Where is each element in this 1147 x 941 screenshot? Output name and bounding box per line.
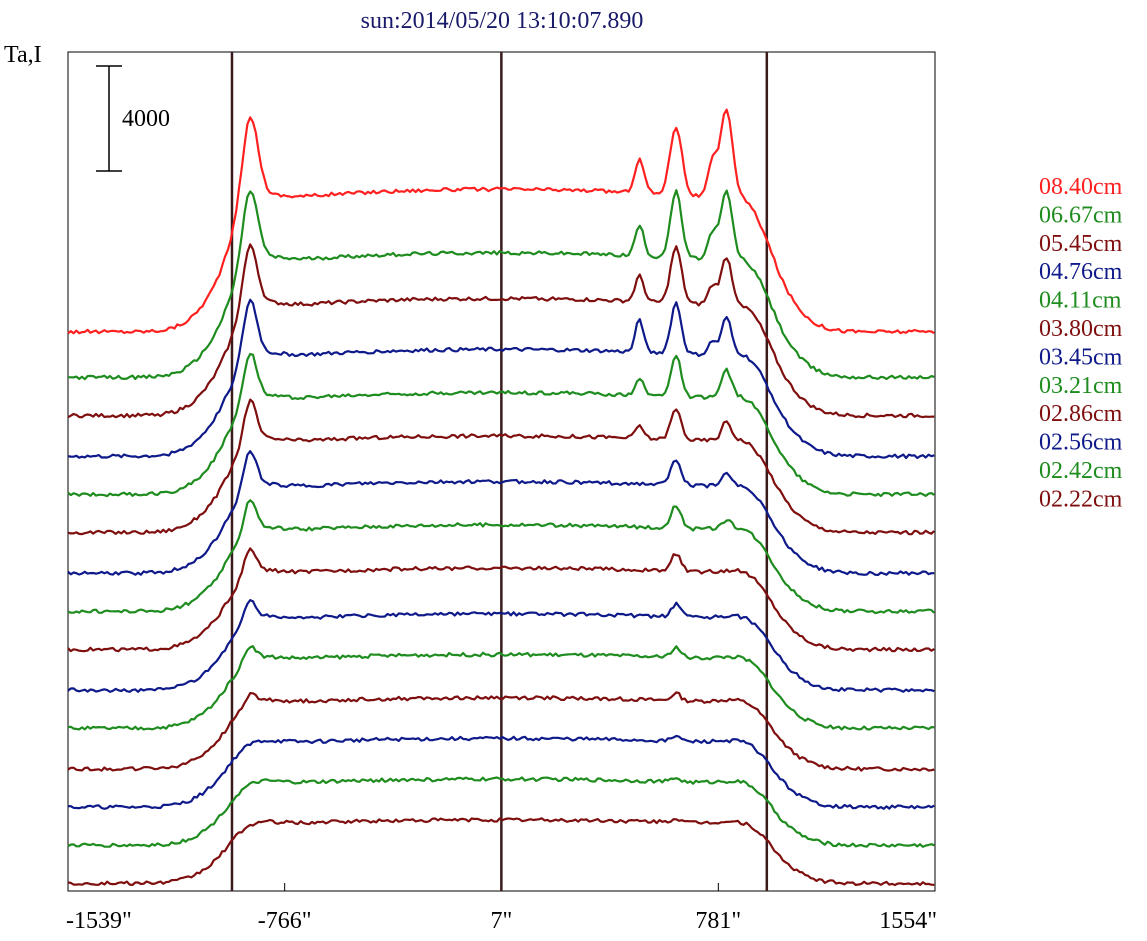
vertical-reference-lines — [230, 52, 769, 891]
series-line — [67, 734, 935, 810]
series-line — [67, 691, 935, 772]
series-line — [67, 499, 935, 615]
legend-entry: 02.86cm — [1039, 401, 1123, 427]
series-line — [67, 398, 935, 536]
legend-entry: 04.11cm — [1039, 288, 1122, 314]
scale-bar-label: 4000 — [122, 106, 170, 132]
legend-entry: 05.45cm — [1039, 231, 1123, 257]
x-tick-label: -1539" — [66, 908, 132, 934]
legend-entry: 03.21cm — [1039, 373, 1123, 399]
legend-entry: 02.22cm — [1039, 486, 1123, 512]
x-tick-label: -766" — [258, 908, 312, 934]
series-line — [67, 776, 935, 848]
x-tick-label: 7" — [490, 908, 512, 934]
x-tick-label: 781" — [695, 908, 741, 934]
legend-entry: 06.67cm — [1039, 202, 1123, 228]
legend-entry: 02.42cm — [1039, 458, 1123, 484]
series-lines — [67, 108, 935, 887]
scale-bar: 4000 — [96, 65, 170, 172]
series-line — [67, 243, 935, 419]
series-line — [67, 298, 935, 460]
series-line — [67, 450, 935, 577]
y-axis-label: Ta,I — [4, 42, 42, 68]
series-line — [67, 598, 935, 693]
chart-title: sun:2014/05/20 13:10:07.890 — [361, 8, 644, 34]
legend-entry: 02.56cm — [1039, 430, 1123, 456]
legend-entry: 03.80cm — [1039, 316, 1123, 342]
x-tick-label: 1554" — [879, 908, 937, 934]
legend-entry: 08.40cm — [1039, 174, 1123, 200]
series-line — [67, 817, 935, 887]
series-line — [67, 189, 935, 381]
series-line — [67, 547, 935, 653]
series-line — [67, 645, 935, 731]
series-line — [67, 352, 935, 498]
legend-entry: 04.76cm — [1039, 259, 1123, 285]
legend-entry: 03.45cm — [1039, 344, 1123, 370]
series-line — [67, 108, 935, 335]
x-axis: -1539" -766" 7" 781" 1554" — [66, 883, 937, 934]
